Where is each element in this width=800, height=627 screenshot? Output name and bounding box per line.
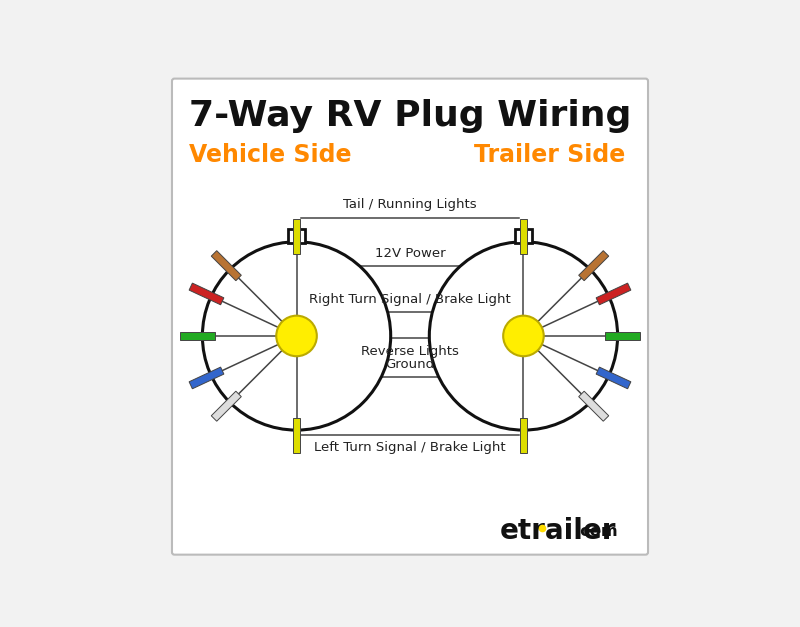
Polygon shape	[578, 251, 609, 281]
Text: Trailer Side: Trailer Side	[474, 143, 626, 167]
Polygon shape	[211, 391, 242, 421]
Text: etrailer: etrailer	[499, 517, 616, 545]
Text: 7-Way RV Plug Wiring: 7-Way RV Plug Wiring	[189, 99, 631, 134]
Text: Ground: Ground	[386, 358, 434, 371]
Text: Vehicle Side: Vehicle Side	[189, 143, 351, 167]
Polygon shape	[519, 418, 527, 453]
Polygon shape	[180, 332, 214, 340]
Polygon shape	[293, 418, 301, 453]
Polygon shape	[211, 251, 242, 281]
Polygon shape	[578, 391, 609, 421]
Polygon shape	[293, 219, 301, 254]
Circle shape	[503, 315, 544, 356]
Polygon shape	[596, 367, 631, 389]
Text: 12V Power: 12V Power	[374, 246, 446, 260]
Text: .com: .com	[574, 524, 618, 539]
Text: Tail / Running Lights: Tail / Running Lights	[343, 198, 477, 211]
Circle shape	[202, 242, 390, 430]
Polygon shape	[606, 332, 640, 340]
Text: Right Turn Signal / Brake Light: Right Turn Signal / Brake Light	[309, 293, 511, 305]
Polygon shape	[519, 219, 527, 254]
Circle shape	[276, 315, 317, 356]
Bar	[288, 229, 306, 243]
Circle shape	[430, 242, 618, 430]
Text: Left Turn Signal / Brake Light: Left Turn Signal / Brake Light	[314, 441, 506, 454]
Bar	[514, 229, 532, 243]
Polygon shape	[189, 367, 224, 389]
Polygon shape	[596, 283, 631, 305]
Polygon shape	[189, 283, 224, 305]
Text: Reverse Lights: Reverse Lights	[361, 345, 459, 357]
FancyBboxPatch shape	[172, 78, 648, 555]
